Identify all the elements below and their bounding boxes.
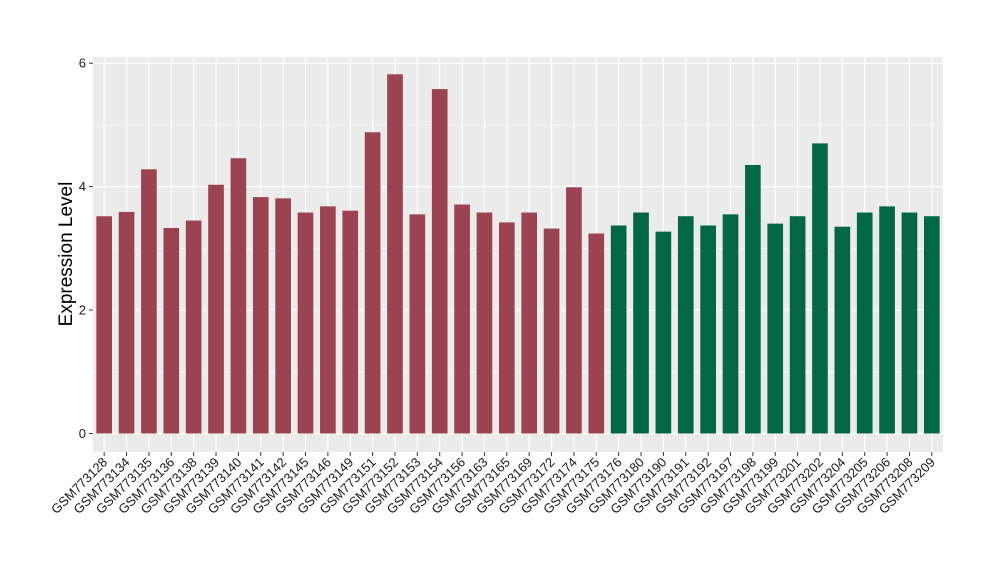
- y-axis: 0 2 4 6: [79, 56, 93, 441]
- bar-GSM773204: [834, 226, 851, 434]
- bar-GSM773146: [320, 206, 336, 434]
- bar-GSM773151: [364, 132, 381, 434]
- y-tick-label: 0: [79, 426, 86, 441]
- y-tick-label: 6: [79, 56, 86, 71]
- bar-GSM773139: [208, 184, 224, 434]
- bar-GSM773206: [879, 206, 895, 434]
- bars: [96, 74, 940, 434]
- y-tick-label: 4: [79, 179, 86, 194]
- bar-GSM773191: [677, 216, 694, 434]
- bar-GSM773165: [498, 222, 515, 434]
- x-axis: GSM773128GSM773134GSM773135GSM773136GSM7…: [48, 452, 938, 517]
- bar-GSM773180: [633, 212, 649, 434]
- y-axis-title: Expression Level: [56, 182, 77, 327]
- bar-GSM773190: [655, 231, 672, 434]
- bar-GSM773175: [588, 233, 605, 434]
- bar-GSM773138: [185, 220, 202, 434]
- bar-GSM773172: [543, 228, 560, 434]
- bar-GSM773197: [722, 214, 739, 434]
- bar-GSM773135: [141, 169, 157, 434]
- bar-GSM773198: [745, 165, 761, 434]
- bar-GSM773154: [431, 89, 448, 434]
- bar-GSM773201: [789, 216, 806, 434]
- bar-GSM773199: [767, 223, 784, 434]
- bar-GSM773153: [409, 214, 426, 434]
- bar-GSM773205: [856, 212, 873, 434]
- bar-GSM773152: [387, 74, 403, 434]
- y-tick-label: 2: [79, 303, 86, 318]
- bar-GSM773134: [118, 211, 135, 434]
- bar-GSM773145: [297, 212, 314, 434]
- bar-GSM773136: [163, 227, 180, 434]
- bar-GSM773142: [275, 198, 291, 434]
- bar-GSM773208: [901, 212, 918, 434]
- bar-GSM773156: [454, 204, 470, 434]
- bar-GSM773163: [476, 212, 493, 434]
- bar-GSM773176: [610, 225, 627, 434]
- bar-GSM773209: [923, 216, 940, 434]
- bar-GSM773141: [252, 197, 269, 434]
- bar-GSM773140: [230, 158, 247, 434]
- bar-GSM773149: [342, 210, 359, 434]
- bar-GSM773192: [700, 225, 716, 434]
- bar-GSM773174: [566, 187, 582, 434]
- bar-GSM773202: [812, 143, 828, 434]
- bar-GSM773128: [96, 216, 113, 434]
- bar-GSM773169: [521, 212, 538, 434]
